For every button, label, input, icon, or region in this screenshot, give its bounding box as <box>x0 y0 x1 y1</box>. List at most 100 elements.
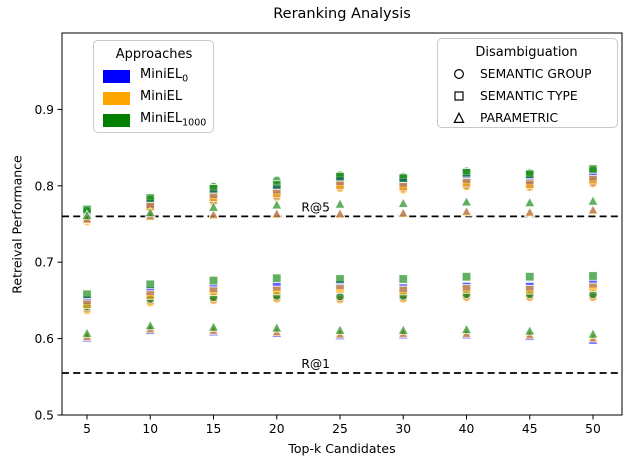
legend-item-miniel0: MiniEL0 <box>103 65 205 87</box>
data-point <box>525 169 535 180</box>
data-point <box>144 319 157 331</box>
data-point <box>460 323 473 334</box>
data-point <box>588 282 598 293</box>
data-point <box>460 195 473 207</box>
legend-item-miniel: MiniEL <box>103 87 205 109</box>
legend-item-label: SEMANTIC GROUP <box>480 67 592 81</box>
x-tick-label: 10 <box>142 422 158 436</box>
data-point <box>272 188 282 199</box>
data-point <box>461 284 472 294</box>
legend-approaches: Approaches MiniEL0 MiniEL MiniEL1000 <box>93 40 214 133</box>
legend-item-label: SEMANTIC TYPE <box>480 89 578 103</box>
data-point <box>461 271 472 282</box>
data-point <box>207 208 220 220</box>
data-point <box>82 299 92 309</box>
data-point <box>335 180 345 190</box>
circle-marker-icon <box>444 67 474 81</box>
triangle-marker-icon <box>444 111 474 125</box>
legend-item-label: PARAMETRIC <box>480 111 559 125</box>
miniel0-color-swatch-icon <box>103 69 130 83</box>
data-point <box>587 195 599 206</box>
data-point <box>334 198 346 209</box>
data-point <box>525 179 535 190</box>
data-point <box>270 208 283 219</box>
x-axis-label: Top-k Candidates <box>288 441 396 456</box>
data-point <box>270 321 283 333</box>
data-point <box>207 321 220 332</box>
x-tick-label: 30 <box>395 422 411 436</box>
legend-item-semantic-type: SEMANTIC TYPE <box>444 85 609 107</box>
axes-frame <box>61 32 623 416</box>
x-tick-label: 50 <box>585 422 601 436</box>
y-tick-label: 0.9 <box>34 103 54 117</box>
baseline-label: R@5 <box>301 200 330 214</box>
legend-disambiguation: Disambiguation SEMANTIC GROUP SEMANTIC T… <box>437 38 618 128</box>
data-point <box>145 193 155 203</box>
legend-item-label: MiniEL <box>140 89 183 105</box>
data-point <box>82 289 92 300</box>
data-point <box>208 184 219 194</box>
data-point <box>334 208 346 219</box>
data-point <box>398 173 409 183</box>
chart-title: Reranking Analysis <box>273 6 411 22</box>
miniel1000-color-swatch-icon <box>103 113 130 127</box>
data-point <box>81 209 93 221</box>
legend-item-label: MiniEL0 <box>140 67 189 85</box>
data-point <box>460 205 473 217</box>
data-point <box>588 164 598 174</box>
x-tick-label: 25 <box>332 422 348 436</box>
data-point <box>144 206 157 218</box>
data-point <box>398 285 409 296</box>
y-tick-label: 0.7 <box>34 256 54 270</box>
data-point <box>461 168 472 178</box>
data-point <box>397 207 410 218</box>
data-point <box>208 192 219 203</box>
data-point <box>398 181 409 192</box>
x-tick-label: 20 <box>269 422 285 436</box>
y-axis-label: Retreival Performance <box>9 155 25 294</box>
data-point <box>523 324 536 336</box>
legend-item-semantic-group: SEMANTIC GROUP <box>444 63 609 85</box>
legend-item-parametric: PARAMETRIC <box>444 107 609 129</box>
data-point <box>588 271 598 281</box>
data-point <box>523 196 536 208</box>
data-point <box>397 324 410 335</box>
data-point <box>208 286 219 296</box>
legend-item-label: MiniEL1000 <box>140 111 207 129</box>
data-point <box>207 201 220 212</box>
x-tick-label: 15 <box>206 422 222 436</box>
legend-disambiguation-title: Disambiguation <box>475 45 578 60</box>
data-point <box>397 197 410 208</box>
data-point <box>523 206 536 218</box>
data-point <box>525 284 535 295</box>
square-marker-icon <box>444 89 474 103</box>
y-tick-label: 0.6 <box>34 332 54 346</box>
data-point <box>335 171 345 182</box>
data-point <box>145 279 155 290</box>
data-point <box>272 273 282 283</box>
x-tick-label: 5 <box>83 422 91 436</box>
data-point <box>398 274 409 284</box>
y-tick-label: 0.5 <box>34 409 54 423</box>
data-point <box>145 290 155 300</box>
data-point <box>272 180 282 190</box>
data-point <box>335 284 345 294</box>
y-tick-label: 0.8 <box>34 179 54 193</box>
data-point <box>335 274 345 284</box>
data-point <box>525 271 535 282</box>
data-point <box>81 327 93 338</box>
data-point <box>208 275 219 286</box>
data-point <box>587 204 599 215</box>
x-tick-label: 40 <box>459 422 475 436</box>
legend-approaches-title: Approaches <box>115 47 193 62</box>
data-point <box>334 324 346 335</box>
data-point <box>587 327 599 339</box>
data-point <box>461 177 472 188</box>
data-point <box>270 198 283 210</box>
x-tick-label: 45 <box>522 422 538 436</box>
baseline-label: R@1 <box>301 357 330 371</box>
legend-item-miniel1000: MiniEL1000 <box>103 109 207 131</box>
data-point <box>272 285 282 296</box>
